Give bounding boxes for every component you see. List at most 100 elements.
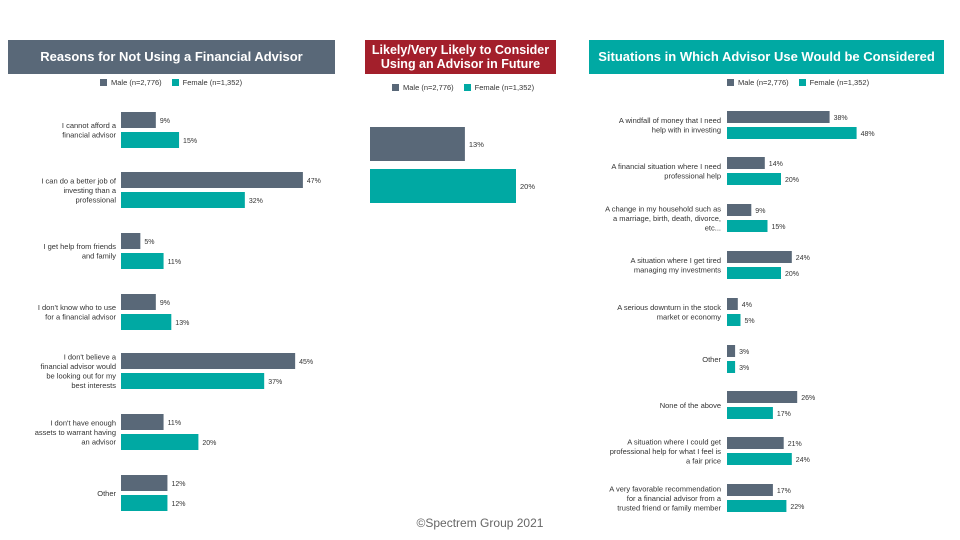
category-label-2-3: A situation where I get tired managing my… bbox=[631, 256, 722, 275]
data-label-2-male-0: 38% bbox=[834, 115, 848, 122]
bar-2-male-5 bbox=[727, 345, 736, 357]
category-label-0-5: I don't have enough assets to warrant hav… bbox=[35, 418, 117, 446]
bar-2-male-2 bbox=[727, 204, 752, 216]
bar-1-female-0 bbox=[370, 169, 516, 203]
legend-swatch-male bbox=[727, 79, 734, 86]
legend-situations: Male (n=2,776) Female (n=1,352) bbox=[727, 78, 879, 87]
category-label-2-1: A financial situation where I need profes… bbox=[611, 162, 721, 181]
category-label-2-2: A change in my household such as a marria… bbox=[605, 204, 721, 232]
data-label-0-female-5: 20% bbox=[202, 440, 216, 447]
bar-0-male-1 bbox=[121, 172, 303, 188]
data-label-2-male-3: 24% bbox=[796, 255, 810, 262]
legend-swatch-female bbox=[798, 79, 806, 86]
category-label-0-2: I get help from friends and family bbox=[43, 242, 116, 260]
copyright-footer: ©Spectrem Group 2021 bbox=[416, 516, 544, 530]
bar-2-female-4 bbox=[727, 314, 741, 326]
legend-swatch-female bbox=[171, 79, 179, 86]
bar-0-female-6 bbox=[121, 495, 168, 511]
data-label-2-male-1: 14% bbox=[769, 161, 783, 168]
data-label-2-female-1: 20% bbox=[785, 177, 799, 184]
bar-2-male-6 bbox=[727, 391, 798, 403]
bar-0-female-3 bbox=[121, 314, 172, 330]
bar-2-male-3 bbox=[727, 251, 792, 263]
data-label-2-female-2: 15% bbox=[772, 224, 786, 231]
chart-title-likely: Likely/Very Likely to Consider Using an … bbox=[365, 40, 556, 74]
legend-label-male: Male (n=2,776) bbox=[111, 78, 162, 87]
data-label-2-female-5: 3% bbox=[739, 365, 749, 372]
category-label-2-6: None of the above bbox=[660, 401, 721, 410]
bar-2-female-7 bbox=[727, 453, 792, 465]
bar-2-male-7 bbox=[727, 437, 784, 449]
data-label-0-female-4: 37% bbox=[268, 379, 282, 386]
category-label-0-0: I cannot afford a financial advisor bbox=[62, 121, 117, 140]
bar-0-male-3 bbox=[121, 294, 156, 310]
bar-2-female-0 bbox=[727, 127, 857, 139]
category-label-0-1: I can do a better job of investing than a… bbox=[41, 176, 117, 204]
category-label-2-5: Other bbox=[702, 355, 721, 364]
bar-0-female-5 bbox=[121, 434, 199, 450]
bar-0-female-2 bbox=[121, 253, 164, 269]
legend-label-female: Female (n=1,352) bbox=[182, 78, 243, 87]
data-label-0-male-5: 11% bbox=[168, 420, 182, 427]
bar-0-female-0 bbox=[121, 132, 180, 148]
category-label-0-4: I don't believe a financial advisor would… bbox=[41, 353, 117, 391]
data-label-2-male-2: 9% bbox=[755, 208, 765, 215]
legend-likely: Male (n=2,776) Female (n=1,352) bbox=[392, 83, 544, 92]
data-label-2-female-6: 17% bbox=[777, 411, 791, 418]
bar-2-male-8 bbox=[727, 484, 773, 496]
data-label-0-male-4: 45% bbox=[299, 359, 313, 366]
bar-2-female-8 bbox=[727, 500, 787, 512]
data-label-0-male-2: 5% bbox=[144, 239, 154, 246]
data-label-1-male-0: 13% bbox=[469, 140, 484, 149]
data-label-2-male-5: 3% bbox=[739, 349, 749, 356]
bar-2-female-2 bbox=[727, 220, 768, 232]
data-label-0-female-2: 11% bbox=[168, 259, 182, 266]
data-label-2-female-4: 5% bbox=[745, 318, 755, 325]
category-label-0-3: I don't know who to use for a financial a… bbox=[38, 303, 117, 322]
chart-title-situations: Situations in Which Advisor Use Would be… bbox=[589, 40, 944, 74]
data-label-2-male-4: 4% bbox=[742, 302, 752, 309]
bar-2-male-1 bbox=[727, 157, 765, 169]
data-label-2-male-7: 21% bbox=[788, 441, 802, 448]
legend-swatch-male bbox=[392, 84, 399, 91]
bar-0-female-4 bbox=[121, 373, 265, 389]
bar-0-male-0 bbox=[121, 112, 156, 128]
data-label-0-male-0: 9% bbox=[160, 118, 170, 125]
chart-title-reasons: Reasons for Not Using a Financial Adviso… bbox=[8, 40, 335, 74]
category-label-2-4: A serious downturn in the stock market or… bbox=[617, 303, 721, 322]
data-label-2-male-6: 26% bbox=[801, 395, 815, 402]
data-label-0-female-1: 32% bbox=[249, 198, 263, 205]
data-label-0-female-3: 13% bbox=[175, 320, 189, 327]
bar-0-female-1 bbox=[121, 192, 245, 208]
legend-swatch-male bbox=[100, 79, 107, 86]
bar-0-male-2 bbox=[121, 233, 141, 249]
data-label-2-female-3: 20% bbox=[785, 271, 799, 278]
category-label-2-0: A windfall of money that I need help with… bbox=[619, 116, 721, 135]
legend-label-female: Female (n=1,352) bbox=[809, 78, 870, 87]
bar-2-female-5 bbox=[727, 361, 736, 373]
bar-0-male-4 bbox=[121, 353, 296, 369]
bar-2-female-6 bbox=[727, 407, 773, 419]
data-label-2-female-0: 48% bbox=[861, 131, 875, 138]
bar-2-female-1 bbox=[727, 173, 781, 185]
data-label-2-male-8: 17% bbox=[777, 488, 791, 495]
data-label-0-male-1: 47% bbox=[307, 178, 321, 185]
data-label-2-female-7: 24% bbox=[796, 457, 810, 464]
category-label-0-6: Other bbox=[97, 489, 116, 498]
data-label-1-female-0: 20% bbox=[520, 182, 535, 191]
data-label-0-male-3: 9% bbox=[160, 300, 170, 307]
bar-2-male-0 bbox=[727, 111, 830, 123]
bar-1-male-0 bbox=[370, 127, 465, 161]
bar-0-male-6 bbox=[121, 475, 168, 491]
category-label-2-8: A very favorable recommendation for a fin… bbox=[609, 484, 722, 512]
category-label-2-7: A situation where I could get professiona… bbox=[610, 437, 722, 465]
data-label-0-female-0: 15% bbox=[183, 138, 197, 145]
legend-label-female: Female (n=1,352) bbox=[474, 83, 535, 92]
bar-0-male-5 bbox=[121, 414, 164, 430]
data-label-0-female-6: 12% bbox=[171, 501, 185, 508]
legend-label-male: Male (n=2,776) bbox=[403, 83, 454, 92]
data-label-2-female-8: 22% bbox=[790, 504, 804, 511]
legend-reasons: Male (n=2,776) Female (n=1,352) bbox=[100, 78, 252, 87]
data-label-0-male-6: 12% bbox=[171, 481, 185, 488]
